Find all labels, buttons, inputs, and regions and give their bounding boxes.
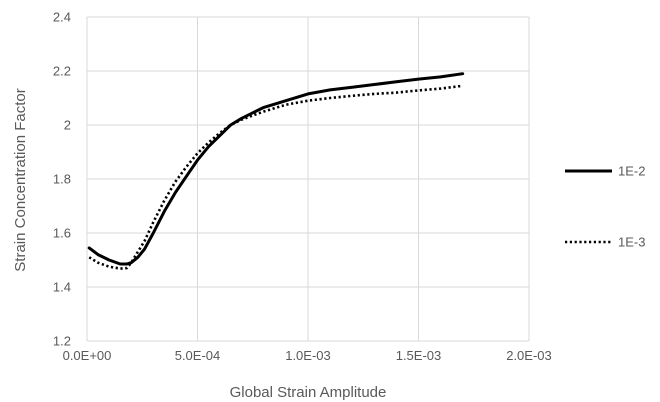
y-tick-label: 1.6 [53,226,71,241]
x-tick-label: 1.0E-03 [285,348,331,363]
legend-label-1E-2: 1E-2 [618,164,645,179]
y-tick-label: 1.2 [53,334,71,349]
gridlines [86,16,530,342]
series-line-1E-3 [88,84,463,270]
y-tick-label: 1.8 [53,172,71,187]
series-lines [87,72,465,270]
x-axis-title: Global Strain Amplitude [230,384,387,401]
y-tick-label: 1.4 [53,280,71,295]
legend: 1E-2 1E-3 [565,164,645,250]
x-tick-labels: 0.0E+00 5.0E-04 1.0E-03 1.5E-03 2.0E-03 [63,348,552,363]
y-tick-labels: 1.2 1.4 1.6 1.8 2 2.2 2.4 [53,10,71,349]
x-tick-label: 5.0E-04 [175,348,221,363]
series-line-1E-2 [87,72,465,266]
y-tick-label: 2.4 [53,10,71,25]
y-axis-title: Strain Concentration Factor [12,88,29,271]
y-tick-label: 2.2 [53,64,71,79]
x-tick-label: 2.0E-03 [506,348,552,363]
x-tick-label: 1.5E-03 [396,348,442,363]
y-tick-label: 2 [64,118,71,133]
legend-label-1E-3: 1E-3 [618,235,645,250]
x-tick-label: 0.0E+00 [63,348,112,363]
